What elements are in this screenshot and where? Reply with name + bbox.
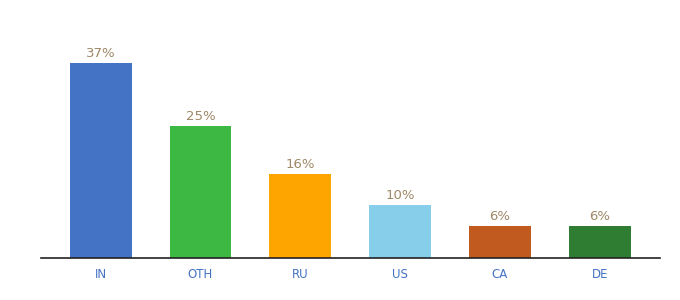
- Text: 37%: 37%: [86, 47, 116, 60]
- Bar: [369, 205, 431, 258]
- Bar: [568, 226, 630, 258]
- Text: 6%: 6%: [490, 210, 511, 223]
- Text: 25%: 25%: [186, 110, 216, 123]
- Text: 6%: 6%: [589, 210, 610, 223]
- Bar: [169, 126, 231, 258]
- Bar: [269, 174, 331, 258]
- Text: 16%: 16%: [286, 158, 315, 171]
- Text: 10%: 10%: [386, 189, 415, 202]
- Bar: [469, 226, 531, 258]
- Bar: [70, 63, 132, 258]
